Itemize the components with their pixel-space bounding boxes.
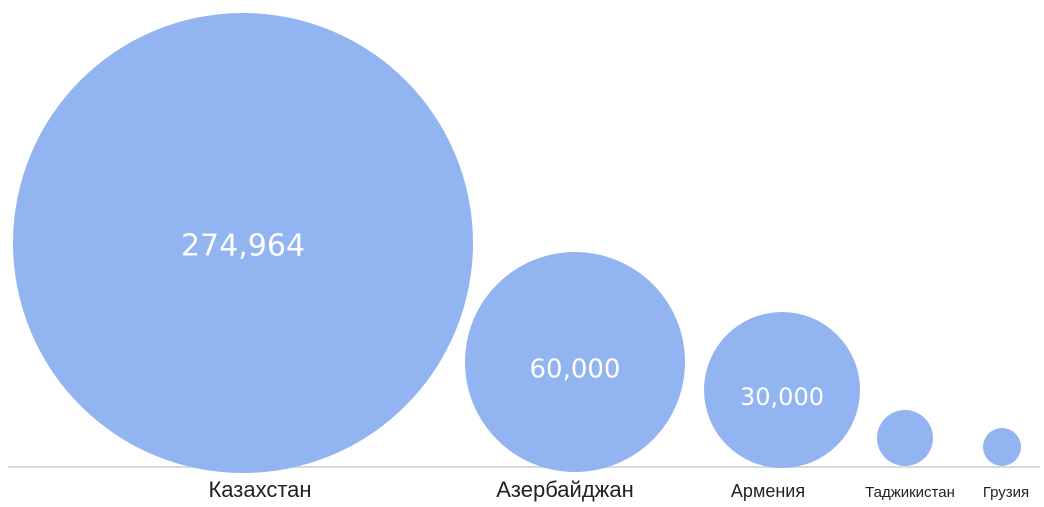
bubbles-group (13, 13, 1021, 473)
category-label: Казахстан (208, 477, 311, 502)
bubble-1 (13, 13, 473, 473)
bubble-5 (983, 428, 1021, 466)
category-label: Армения (731, 481, 805, 501)
bubble-4 (877, 410, 933, 466)
bubble-3 (704, 312, 860, 468)
bubble-2 (465, 252, 685, 472)
data-label: 30,000 (740, 383, 824, 411)
data-label: 60,000 (530, 355, 621, 385)
category-label: Таджикистан (865, 484, 955, 501)
category-label: Азербайджан (496, 477, 634, 502)
category-labels-group: Казахстан Азербайджан Армения Таджикистан Гр… (208, 477, 1029, 502)
value-labels-group: 274,964 60,000 30,000 (181, 229, 824, 412)
category-label: Грузия (983, 484, 1029, 501)
data-label: 274,964 (181, 229, 305, 264)
